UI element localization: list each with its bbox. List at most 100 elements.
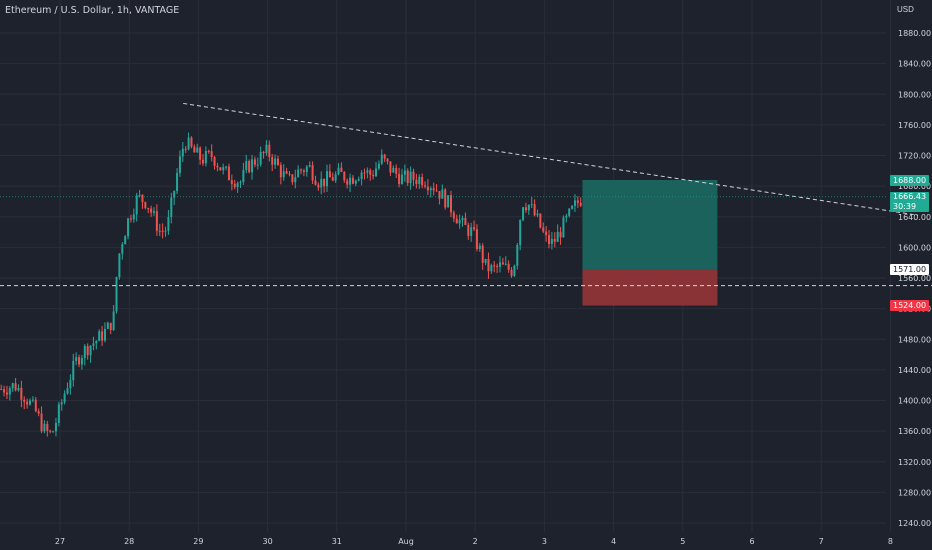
candle-body (187, 137, 190, 150)
candle-body (115, 277, 118, 312)
candle-body (190, 137, 193, 147)
candle-body (106, 322, 109, 329)
candle-body (297, 169, 300, 178)
candle-body (167, 217, 170, 231)
candle-body (103, 328, 106, 341)
candle-body (323, 178, 326, 187)
time-tick-label: 2 (473, 537, 478, 546)
candle-body (576, 200, 579, 203)
candle-body (573, 200, 576, 206)
candle-body (279, 165, 282, 178)
candle-body (152, 211, 155, 213)
candle-body (522, 207, 525, 221)
trendline (183, 102, 919, 216)
candle-body (3, 389, 6, 393)
position-zones (582, 180, 718, 306)
candle-body (478, 245, 481, 250)
candle-body (424, 185, 427, 187)
candle-body (248, 161, 251, 173)
candle-body (138, 194, 141, 196)
candle-body (354, 180, 357, 184)
candle-body (305, 166, 308, 173)
price-tick-label: 1720.00 (898, 152, 931, 161)
candle-body (334, 174, 337, 181)
candle-body (548, 235, 551, 244)
price-tick-label: 1560.00 (898, 274, 931, 283)
candle-body (438, 191, 441, 199)
price-tick-label: 1440.00 (898, 366, 931, 375)
candle-body (308, 165, 311, 167)
candle-body (161, 230, 164, 232)
candle-body (60, 402, 63, 405)
candle-body (242, 170, 245, 183)
candle-body (78, 357, 81, 365)
candle-body (80, 358, 83, 365)
time-tick-label: 6 (749, 537, 754, 546)
candle-body (121, 244, 124, 254)
candle-body (17, 387, 20, 391)
candle-body (199, 147, 202, 160)
price-tick-label: 1800.00 (898, 90, 931, 99)
candle-body (458, 219, 461, 224)
candle-body (504, 263, 507, 265)
candle-body (510, 269, 513, 276)
candle-body (170, 197, 173, 218)
time-tick-label: 5 (680, 537, 685, 546)
price-tick-label: 1280.00 (898, 488, 931, 497)
candle-body (328, 171, 331, 178)
candle-body (415, 179, 418, 185)
candle-body (141, 194, 144, 203)
candle-body (392, 167, 395, 173)
stop-price-tag: 1524.00 (890, 300, 930, 312)
candle-body (527, 204, 530, 211)
candle-body (227, 166, 230, 181)
candle-body (559, 231, 562, 238)
candle-body (52, 431, 55, 433)
candle-body (57, 404, 60, 423)
candle-body (432, 188, 435, 191)
candle-body (447, 195, 450, 208)
candle-body (124, 236, 127, 245)
candle-body (23, 399, 26, 402)
candle-body (377, 163, 380, 169)
candle-body (207, 150, 210, 152)
candle-body (366, 170, 369, 173)
time-axis: 27 28 29 30 31 Aug 2 3 4 5 6 7 8 (55, 537, 893, 546)
price-tick-label: 1320.00 (898, 458, 931, 467)
candle-body (320, 178, 323, 188)
profit-zone (582, 180, 718, 270)
candle-body (213, 157, 216, 166)
candle-body (375, 168, 378, 177)
candle-body (406, 170, 409, 184)
candle-body (343, 172, 346, 181)
candle-body (178, 156, 181, 174)
candle-body (516, 245, 519, 266)
candle-body (34, 399, 37, 412)
candle-body (325, 171, 328, 187)
candle-body (222, 167, 225, 171)
entry-price-tag: 1571.00 (890, 264, 930, 276)
candle-body (513, 265, 516, 276)
candle-body (11, 383, 14, 389)
time-tick-label: 4 (611, 537, 616, 546)
price-axis: 1240.00 1280.00 1320.00 1360.00 1400.00 1440.… (898, 29, 931, 528)
candle-body (158, 230, 161, 232)
candle-body (317, 184, 320, 188)
candle-body (481, 245, 484, 263)
candle-body (331, 177, 334, 181)
candle-body (380, 154, 383, 164)
candle-body (259, 151, 262, 165)
candle-body (351, 177, 354, 184)
target-price-tag: 1688.00 (890, 174, 930, 186)
candle-body (550, 238, 553, 244)
candle-body (530, 204, 533, 206)
candle-body (418, 176, 421, 185)
candle-body (571, 205, 574, 209)
time-tick-label: 29 (193, 537, 203, 546)
candle-body (95, 341, 98, 344)
time-tick-label: 7 (819, 537, 824, 546)
candle-body (86, 346, 89, 356)
candle-body (498, 262, 501, 267)
